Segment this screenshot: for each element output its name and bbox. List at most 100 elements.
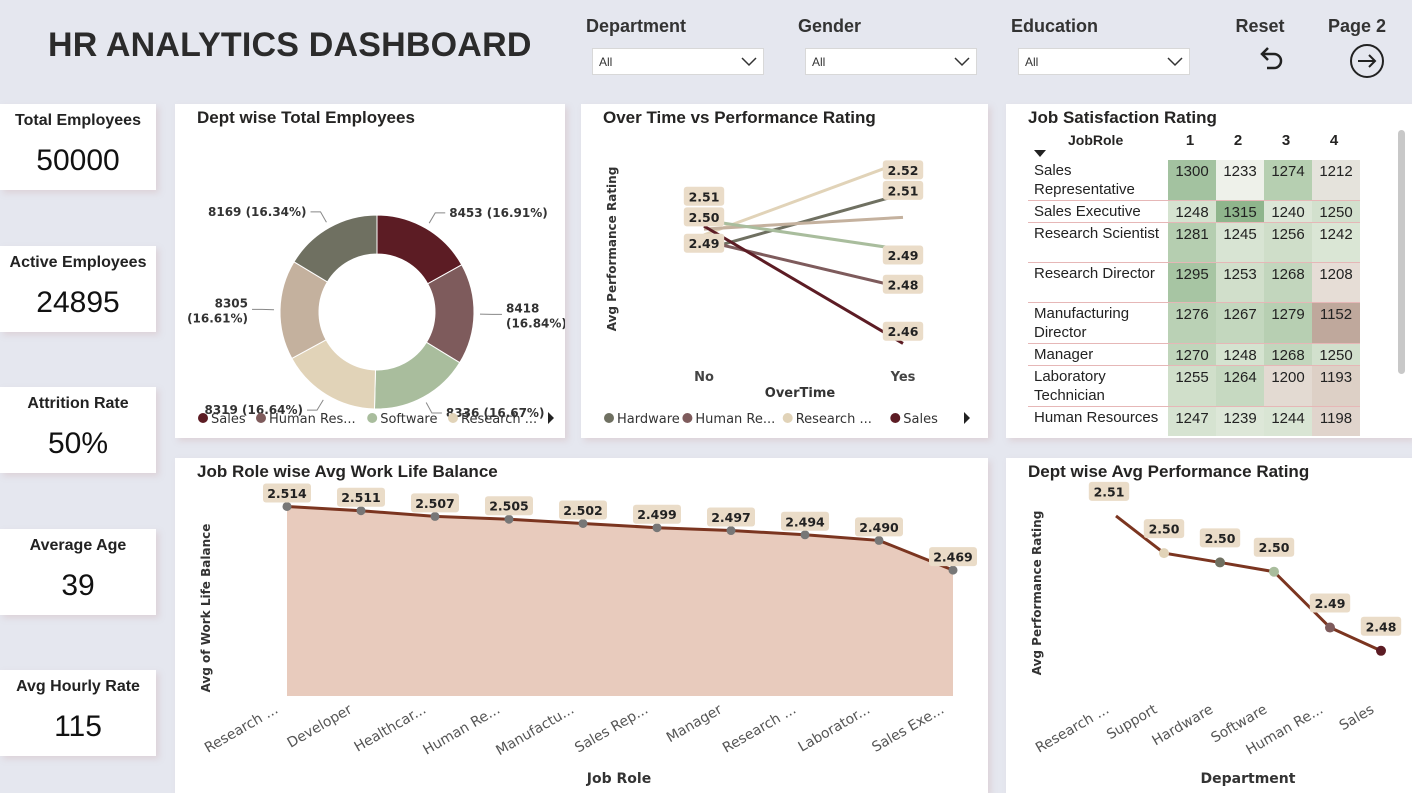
matrix-row[interactable]: Research Director 1295 1253 1268 1208: [1028, 262, 1360, 303]
matrix-cell[interactable]: 1295: [1168, 262, 1216, 303]
matrix-cell[interactable]: 1274: [1264, 160, 1312, 201]
data-point[interactable]: [800, 530, 810, 540]
matrix-row[interactable]: Manufacturing Director 1276 1267 1279 1152: [1028, 302, 1360, 344]
data-point[interactable]: [578, 518, 588, 528]
matrix-row[interactable]: Sales Representative 1300 1233 1274 1212: [1028, 160, 1360, 201]
matrix-cell[interactable]: 1208: [1312, 262, 1360, 303]
data-point[interactable]: [430, 511, 440, 521]
matrix-col-header[interactable]: 2: [1233, 132, 1243, 149]
matrix-cell[interactable]: 1300: [1168, 160, 1216, 201]
matrix-cell[interactable]: 1264: [1216, 365, 1264, 407]
series-line[interactable]: [703, 160, 904, 237]
data-point[interactable]: [282, 501, 292, 511]
matrix-cell[interactable]: 1276: [1168, 302, 1216, 344]
matrix-cell[interactable]: 1212: [1312, 160, 1360, 201]
data-point[interactable]: [874, 535, 884, 545]
data-point[interactable]: [1376, 645, 1386, 656]
matrix-cell[interactable]: 1281: [1168, 222, 1216, 263]
x-tick-label: Manager: [664, 701, 725, 746]
data-label: 2.49: [888, 248, 919, 263]
matrix-cell[interactable]: 1233: [1216, 160, 1264, 201]
department-slicer[interactable]: All: [592, 48, 764, 75]
data-point[interactable]: [1159, 548, 1169, 559]
matrix-cell[interactable]: 1268: [1264, 262, 1312, 303]
matrix-row[interactable]: Research Scientist 1281 1245 1256 1242: [1028, 222, 1360, 263]
data-point[interactable]: [1215, 557, 1225, 568]
matrix-cell[interactable]: 1200: [1264, 365, 1312, 407]
data-label-bg: [337, 487, 385, 507]
legend-item[interactable]: Sales: [211, 412, 246, 427]
matrix-cell[interactable]: 1270: [1168, 343, 1216, 366]
data-label: 2.52: [888, 163, 919, 178]
gender-slicer[interactable]: All: [805, 48, 977, 75]
donut-slice[interactable]: [293, 214, 378, 283]
matrix-cell[interactable]: 1242: [1312, 222, 1360, 263]
matrix-cell[interactable]: 1240: [1264, 200, 1312, 223]
legend-item[interactable]: Human Res...: [269, 412, 356, 427]
series-line[interactable]: [703, 218, 904, 252]
matrix-cell[interactable]: 1247: [1168, 406, 1216, 436]
data-point[interactable]: [356, 506, 366, 516]
legend-item[interactable]: Human Re...: [695, 412, 775, 427]
data-point[interactable]: [1269, 566, 1279, 577]
reset-button[interactable]: [1254, 44, 1286, 76]
matrix-cell[interactable]: 1239: [1216, 406, 1264, 436]
matrix-col-header[interactable]: 4: [1329, 132, 1339, 149]
matrix-row[interactable]: Laboratory Technician 1255 1264 1200 1193: [1028, 365, 1360, 407]
matrix-row[interactable]: Manager 1270 1248 1268 1250: [1028, 343, 1360, 366]
matrix-cell[interactable]: 1255: [1168, 365, 1216, 407]
matrix-cell[interactable]: 1244: [1264, 406, 1312, 436]
data-point[interactable]: [1325, 622, 1335, 633]
legend-item[interactable]: Software: [380, 412, 437, 427]
legend-item[interactable]: Research ...: [796, 412, 872, 427]
kpi-value: 115: [54, 710, 102, 743]
series-line[interactable]: [703, 239, 904, 290]
series-line[interactable]: [703, 215, 904, 231]
data-label-bg: [263, 483, 311, 503]
legend-next-icon[interactable]: [548, 412, 554, 424]
x-tick-label: Manufactu...: [493, 702, 577, 760]
y-axis-label: Avg Performance Rating: [1030, 511, 1044, 676]
data-point[interactable]: [652, 523, 662, 533]
kpi-value: 50000: [36, 144, 120, 177]
series-line[interactable]: [703, 224, 904, 345]
matrix-cell[interactable]: 1315: [1216, 200, 1264, 223]
matrix-cell[interactable]: 1268: [1264, 343, 1312, 366]
sort-descending-icon[interactable]: [1034, 150, 1046, 158]
legend-item[interactable]: Hardware: [617, 412, 680, 427]
data-point[interactable]: [504, 514, 514, 524]
legend-item[interactable]: Sales: [903, 412, 938, 427]
matrix-col-header[interactable]: 1: [1185, 132, 1195, 149]
slice-label: 8336 (16.67%): [446, 406, 545, 420]
matrix-cell[interactable]: 1256: [1264, 222, 1312, 263]
matrix-cell[interactable]: 1245: [1216, 222, 1264, 263]
matrix-col-header[interactable]: 3: [1281, 132, 1291, 149]
matrix-cell[interactable]: 1193: [1312, 365, 1360, 407]
data-point[interactable]: [726, 526, 736, 536]
series-line[interactable]: [1115, 514, 1382, 653]
satisfaction-title: Job Satisfaction Rating: [1028, 108, 1217, 127]
department-slicer-value: All: [599, 55, 613, 69]
data-point[interactable]: [948, 565, 958, 575]
data-label-bg: [882, 321, 924, 341]
matrix-cell[interactable]: 1248: [1216, 343, 1264, 366]
area-line[interactable]: [286, 504, 954, 572]
vertical-scrollbar[interactable]: [1398, 130, 1405, 374]
matrix-cell[interactable]: 1267: [1216, 302, 1264, 344]
page2-button[interactable]: [1349, 43, 1385, 79]
education-slicer[interactable]: All: [1018, 48, 1190, 75]
matrix-cell[interactable]: 1279: [1264, 302, 1312, 344]
matrix-cell[interactable]: 1198: [1312, 406, 1360, 436]
gender-slicer-value: All: [812, 55, 826, 69]
matrix-cell[interactable]: 1250: [1312, 200, 1360, 223]
matrix-cell[interactable]: 1152: [1312, 302, 1360, 344]
matrix-row[interactable]: Sales Executive 1248 1315 1240 1250: [1028, 200, 1360, 223]
legend-item[interactable]: Research ...: [461, 412, 537, 427]
data-label-bg: [1199, 528, 1241, 548]
matrix-cell[interactable]: 1250: [1312, 343, 1360, 366]
legend-next-icon[interactable]: [964, 412, 970, 424]
matrix-cell[interactable]: 1253: [1216, 262, 1264, 303]
matrix-row[interactable]: Human Resources 1247 1239 1244 1198: [1028, 406, 1360, 436]
matrix-header-jobrole[interactable]: JobRole: [1068, 132, 1124, 148]
matrix-cell[interactable]: 1248: [1168, 200, 1216, 223]
